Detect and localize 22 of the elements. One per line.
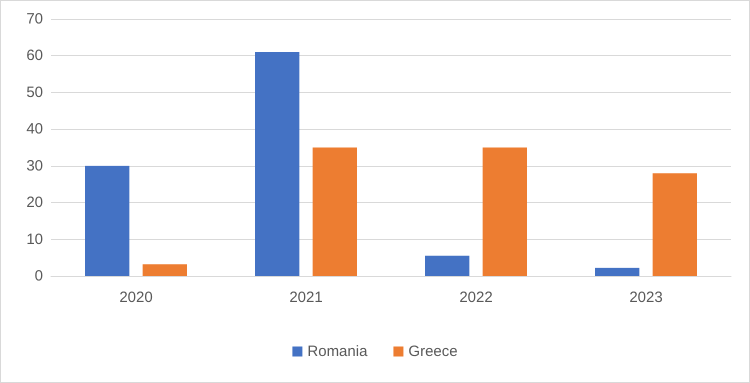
y-tick-label: 10 xyxy=(26,230,43,248)
legend-label: Romania xyxy=(307,343,368,360)
bar xyxy=(255,52,300,276)
x-tick-label: 2020 xyxy=(119,289,153,306)
y-tick-label: 30 xyxy=(26,157,43,174)
bar xyxy=(85,166,130,276)
x-tick-label: 2022 xyxy=(459,289,493,306)
x-tick-label: 2023 xyxy=(629,289,663,306)
bar xyxy=(595,268,640,276)
y-tick-label: 50 xyxy=(26,84,43,101)
legend-label: Greece xyxy=(408,343,458,360)
y-tick-label: 20 xyxy=(26,194,43,212)
y-tick-label: 60 xyxy=(26,47,43,64)
bar xyxy=(142,264,187,276)
y-tick-label: 40 xyxy=(26,120,43,138)
bar xyxy=(425,256,470,276)
bar xyxy=(482,148,527,276)
bar xyxy=(312,148,357,276)
y-tick-label: 0 xyxy=(34,268,43,284)
x-tick-label: 2021 xyxy=(289,289,323,306)
y-tick-label: 70 xyxy=(26,10,43,28)
bar xyxy=(652,173,697,276)
